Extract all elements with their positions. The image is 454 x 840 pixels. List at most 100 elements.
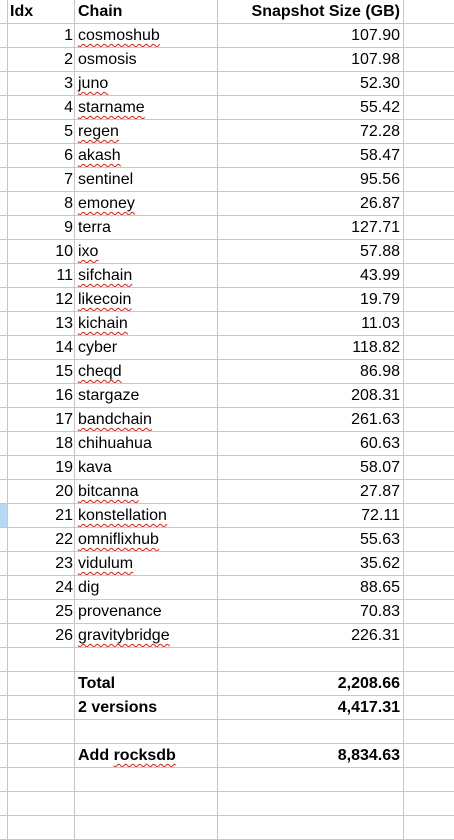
- idx-cell[interactable]: [7, 648, 75, 671]
- chain-cell[interactable]: cosmoshub: [75, 24, 218, 47]
- chain-cell[interactable]: sifchain: [75, 264, 218, 287]
- empty-cell[interactable]: [404, 432, 454, 455]
- row-gutter[interactable]: [0, 672, 7, 695]
- size-cell[interactable]: 261.63: [218, 408, 404, 431]
- idx-cell[interactable]: [7, 720, 75, 743]
- size-cell[interactable]: 57.88: [218, 240, 404, 263]
- row-gutter[interactable]: [0, 192, 7, 215]
- size-cell[interactable]: 127.71: [218, 216, 404, 239]
- row-gutter[interactable]: [0, 480, 7, 503]
- idx-cell[interactable]: 6: [7, 144, 75, 167]
- size-cell[interactable]: 60.63: [218, 432, 404, 455]
- size-cell[interactable]: 19.79: [218, 288, 404, 311]
- empty-cell[interactable]: [404, 552, 454, 575]
- row-gutter[interactable]: [0, 384, 7, 407]
- row-gutter[interactable]: [0, 456, 7, 479]
- empty-cell[interactable]: [218, 648, 404, 671]
- size-cell[interactable]: 72.28: [218, 120, 404, 143]
- empty-cell[interactable]: [404, 792, 454, 815]
- size-cell[interactable]: 72.11: [218, 504, 404, 527]
- chain-cell[interactable]: likecoin: [75, 288, 218, 311]
- size-cell[interactable]: 118.82: [218, 336, 404, 359]
- idx-cell[interactable]: [7, 768, 75, 791]
- size-cell[interactable]: 58.47: [218, 144, 404, 167]
- idx-cell[interactable]: 5: [7, 120, 75, 143]
- row-gutter[interactable]: [0, 528, 7, 551]
- idx-cell[interactable]: [7, 792, 75, 815]
- row-gutter[interactable]: [0, 768, 7, 791]
- empty-cell[interactable]: [75, 816, 218, 839]
- row-gutter[interactable]: [0, 0, 7, 23]
- chain-cell[interactable]: omniflixhub: [75, 528, 218, 551]
- size-cell[interactable]: 70.83: [218, 600, 404, 623]
- empty-cell[interactable]: [404, 744, 454, 767]
- idx-cell[interactable]: 13: [7, 312, 75, 335]
- chain-cell[interactable]: terra: [75, 216, 218, 239]
- summary-label[interactable]: Total: [75, 672, 218, 695]
- chain-cell[interactable]: osmosis: [75, 48, 218, 71]
- empty-cell[interactable]: [404, 408, 454, 431]
- chain-cell[interactable]: kava: [75, 456, 218, 479]
- empty-cell[interactable]: [404, 336, 454, 359]
- idx-cell[interactable]: 17: [7, 408, 75, 431]
- size-cell[interactable]: 107.98: [218, 48, 404, 71]
- empty-cell[interactable]: [404, 96, 454, 119]
- row-gutter[interactable]: [0, 72, 7, 95]
- empty-cell[interactable]: [404, 288, 454, 311]
- size-cell[interactable]: 208.31: [218, 384, 404, 407]
- size-cell[interactable]: 27.87: [218, 480, 404, 503]
- idx-cell[interactable]: 11: [7, 264, 75, 287]
- chain-cell[interactable]: stargaze: [75, 384, 218, 407]
- idx-cell[interactable]: 16: [7, 384, 75, 407]
- empty-cell[interactable]: [404, 48, 454, 71]
- size-cell[interactable]: 26.87: [218, 192, 404, 215]
- row-gutter[interactable]: [0, 504, 7, 527]
- row-gutter[interactable]: [0, 624, 7, 647]
- idx-cell[interactable]: 23: [7, 552, 75, 575]
- size-cell[interactable]: 95.56: [218, 168, 404, 191]
- empty-cell[interactable]: [404, 456, 454, 479]
- idx-cell[interactable]: 25: [7, 600, 75, 623]
- size-cell[interactable]: 55.63: [218, 528, 404, 551]
- empty-cell[interactable]: [404, 168, 454, 191]
- empty-cell[interactable]: [404, 528, 454, 551]
- empty-cell[interactable]: [75, 768, 218, 791]
- empty-cell[interactable]: [404, 816, 454, 839]
- idx-cell[interactable]: 18: [7, 432, 75, 455]
- empty-cell[interactable]: [75, 648, 218, 671]
- idx-cell[interactable]: [7, 816, 75, 839]
- row-gutter[interactable]: [0, 120, 7, 143]
- chain-cell[interactable]: vidulum: [75, 552, 218, 575]
- row-gutter[interactable]: [0, 696, 7, 719]
- empty-cell[interactable]: [404, 312, 454, 335]
- idx-cell[interactable]: 19: [7, 456, 75, 479]
- empty-cell[interactable]: [404, 120, 454, 143]
- summary-value[interactable]: 4,417.31: [218, 696, 404, 719]
- empty-cell[interactable]: [404, 768, 454, 791]
- empty-cell[interactable]: [404, 264, 454, 287]
- chain-cell[interactable]: juno: [75, 72, 218, 95]
- row-gutter[interactable]: [0, 816, 7, 839]
- chain-cell[interactable]: ixo: [75, 240, 218, 263]
- empty-cell[interactable]: [75, 792, 218, 815]
- empty-cell[interactable]: [404, 360, 454, 383]
- idx-cell[interactable]: 14: [7, 336, 75, 359]
- summary-value[interactable]: 2,208.66: [218, 672, 404, 695]
- summary-label[interactable]: Add rocksdb: [75, 744, 218, 767]
- idx-cell[interactable]: 7: [7, 168, 75, 191]
- row-gutter[interactable]: [0, 336, 7, 359]
- size-cell[interactable]: 86.98: [218, 360, 404, 383]
- empty-cell[interactable]: [404, 576, 454, 599]
- size-cell[interactable]: 88.65: [218, 576, 404, 599]
- empty-cell[interactable]: [218, 792, 404, 815]
- idx-cell[interactable]: 9: [7, 216, 75, 239]
- chain-cell[interactable]: dig: [75, 576, 218, 599]
- idx-cell[interactable]: 12: [7, 288, 75, 311]
- size-cell[interactable]: 43.99: [218, 264, 404, 287]
- summary-label[interactable]: 2 versions: [75, 696, 218, 719]
- row-gutter[interactable]: [0, 792, 7, 815]
- row-gutter[interactable]: [0, 216, 7, 239]
- empty-cell[interactable]: [404, 192, 454, 215]
- idx-cell[interactable]: 4: [7, 96, 75, 119]
